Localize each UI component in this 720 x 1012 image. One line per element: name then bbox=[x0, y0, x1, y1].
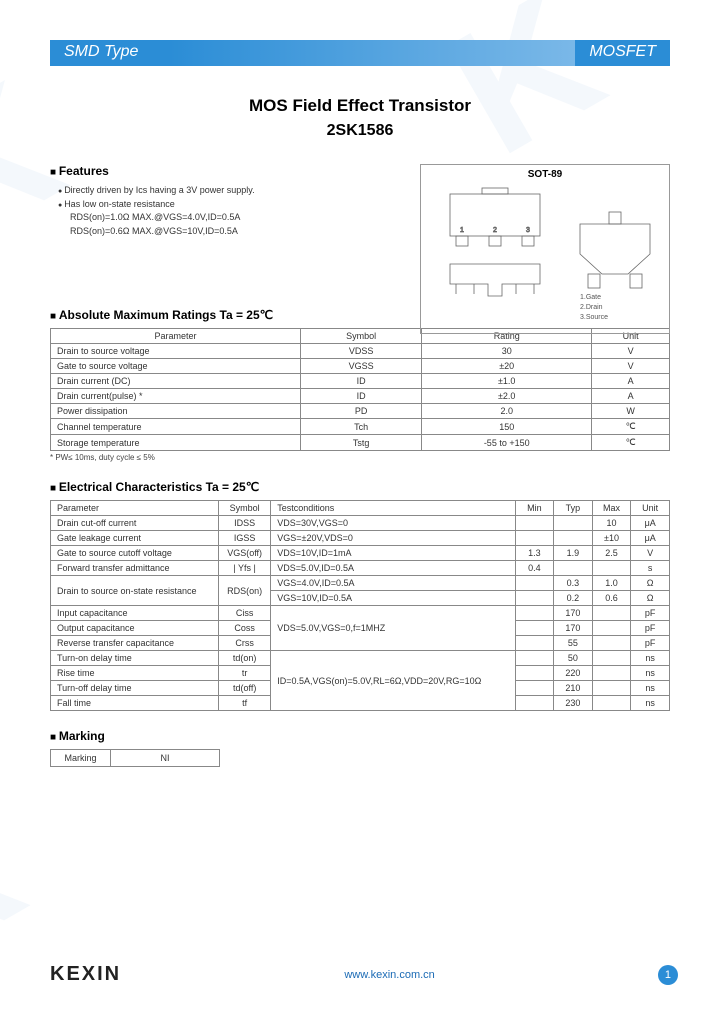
table-row: Gate to source voltageVGSS±20V bbox=[51, 359, 670, 374]
footer: KEXIN www.kexin.com.cn 1 bbox=[50, 963, 678, 986]
doc-title: MOS Field Effect Transistor bbox=[50, 96, 670, 116]
package-svg: 1 2 3 1.Gate 2.Drain 3.Source bbox=[430, 184, 660, 324]
svg-text:2: 2 bbox=[493, 227, 497, 234]
feature-sub: RDS(on)=0.6Ω MAX.@VGS=10V,ID=0.5A bbox=[58, 225, 350, 239]
footer-logo: KEXIN bbox=[50, 963, 121, 986]
table-row: Gate leakage currentIGSSVGS=±20V,VDS=0±1… bbox=[51, 531, 670, 546]
header-gradient bbox=[170, 40, 575, 66]
table-row: Drain to source on-state resistanceRDS(o… bbox=[51, 576, 670, 591]
header-left: SMD Type bbox=[50, 40, 170, 66]
header-right: MOSFET bbox=[575, 40, 670, 66]
table-row: Input capacitanceCissVDS=5.0V,VGS=0,f=1M… bbox=[51, 606, 670, 621]
feature-item: Has low on-state resistance bbox=[58, 198, 350, 212]
feature-item: Directly driven by Ics having a 3V power… bbox=[58, 184, 350, 198]
svg-text:3.Source: 3.Source bbox=[580, 314, 608, 321]
footer-url: www.kexin.com.cn bbox=[344, 969, 434, 981]
table-row: Storage temperatureTstg-55 to +150℃ bbox=[51, 435, 670, 451]
marking-value: NI bbox=[111, 750, 220, 767]
package-label: SOT-89 bbox=[425, 169, 665, 180]
features-heading: Features bbox=[50, 164, 350, 178]
table-row: Channel temperatureTch150℃ bbox=[51, 419, 670, 435]
absmax-note: * PW≤ 10ms, duty cycle ≤ 5% bbox=[50, 453, 670, 462]
package-diagram: SOT-89 1 2 3 1.Gate 2.Drain bbox=[420, 164, 670, 334]
marking-table: Marking NI bbox=[50, 749, 220, 767]
table-row: Forward transfer admittance| Yfs |VDS=5.… bbox=[51, 561, 670, 576]
col-symbol: Symbol bbox=[301, 329, 422, 344]
svg-text:1: 1 bbox=[460, 227, 464, 234]
table-row: Drain to source voltageVDSS30V bbox=[51, 344, 670, 359]
header-bar: SMD Type MOSFET bbox=[50, 40, 670, 66]
table-row: Gate to source cutoff voltageVGS(off)VDS… bbox=[51, 546, 670, 561]
part-number: 2SK1586 bbox=[50, 122, 670, 140]
table-row: Power dissipationPD2.0W bbox=[51, 404, 670, 419]
table-row: Turn-on delay timetd(on)ID=0.5A,VGS(on)=… bbox=[51, 651, 670, 666]
page-number: 1 bbox=[658, 965, 678, 985]
feature-sub: RDS(on)=1.0Ω MAX.@VGS=4.0V,ID=0.5A bbox=[58, 211, 350, 225]
svg-text:2.Drain: 2.Drain bbox=[580, 304, 603, 311]
table-header-row: Parameter Symbol Testconditions Min Typ … bbox=[51, 501, 670, 516]
svg-text:3: 3 bbox=[526, 227, 530, 234]
features-list: Directly driven by Ics having a 3V power… bbox=[50, 184, 350, 238]
svg-text:1.Gate: 1.Gate bbox=[580, 294, 601, 301]
marking-heading: Marking bbox=[50, 729, 670, 743]
col-param: Parameter bbox=[51, 329, 301, 344]
elec-table: Parameter Symbol Testconditions Min Typ … bbox=[50, 500, 670, 711]
elec-heading: Electrical Characteristics Ta = 25℃ bbox=[50, 480, 670, 494]
marking-label: Marking bbox=[51, 750, 111, 767]
table-row: Drain cut-off currentIDSSVDS=30V,VGS=010… bbox=[51, 516, 670, 531]
table-row: Drain current(pulse) *ID±2.0A bbox=[51, 389, 670, 404]
absmax-table: Parameter Symbol Rating Unit Drain to so… bbox=[50, 328, 670, 451]
table-row: Drain current (DC)ID±1.0A bbox=[51, 374, 670, 389]
